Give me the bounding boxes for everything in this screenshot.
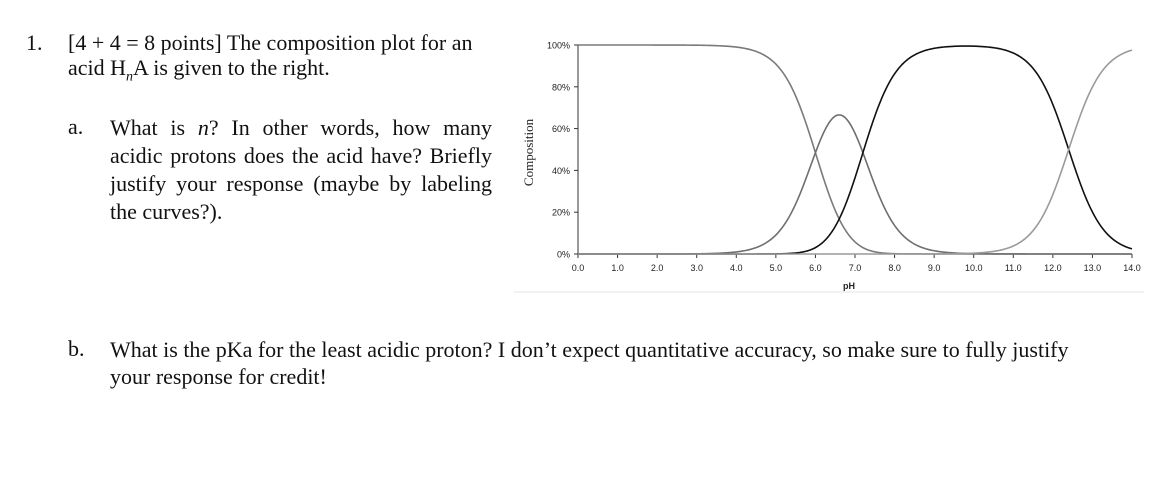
x-tick-label: 13.0	[1084, 263, 1102, 273]
x-tick-label: 3.0	[690, 263, 703, 273]
x-tick-label: 4.0	[730, 263, 743, 273]
x-tick-label: 12.0	[1044, 263, 1062, 273]
x-axis-label: pH	[843, 281, 855, 291]
y-tick-label: 100%	[547, 41, 570, 51]
x-tick-label: 1.0	[611, 263, 624, 273]
part-a-text-post: ? In other words, how many acidic proton…	[110, 115, 492, 224]
y-tick-label: 60%	[552, 124, 570, 134]
x-tick-label: 2.0	[651, 263, 664, 273]
x-tick-label: 8.0	[888, 263, 901, 273]
series-line-2	[578, 114, 1132, 255]
x-tick-label: 9.0	[928, 263, 941, 273]
part-b-letter: b.	[68, 336, 85, 361]
composition-plot: 0% 20% 40% 60% 80% 100% 0.0 1.0 2.0 3.0 4.0 5.0 6.0 7…	[514, 30, 1144, 303]
question-header: [4 + 4 = 8 points] The composition plot …	[68, 30, 500, 89]
x-tick-label: 0.0	[572, 263, 585, 273]
part-b-text: What is the pKa for the least acidic pro…	[110, 337, 1069, 389]
y-axis-label: Composition	[521, 118, 536, 186]
x-tick-label: 10.0	[965, 263, 983, 273]
question-header-post: A is given to the right.	[133, 55, 330, 80]
x-tick-label: 14.0	[1123, 263, 1141, 273]
part-a-text-pre: What is	[110, 115, 198, 140]
x-tick-label: 5.0	[770, 263, 783, 273]
x-tick-label: 7.0	[849, 263, 862, 273]
question-header-pre: [4 + 4 = 8 points] The composition plot …	[68, 30, 473, 80]
part-a-variable: n	[197, 115, 209, 140]
series-line-1	[578, 44, 1132, 255]
series-line-4	[578, 49, 1133, 255]
x-tick-label: 6.0	[809, 263, 822, 273]
part-a-text: What is n? In other words, how many acid…	[110, 114, 492, 226]
question-header-subscript: n	[126, 69, 134, 85]
series-layer	[578, 44, 1133, 255]
part-a-letter: a.	[68, 114, 84, 139]
question-number: 1.	[26, 30, 43, 55]
y-tick-label: 0%	[557, 250, 570, 260]
y-tick-label: 40%	[552, 166, 570, 176]
y-tick-label: 20%	[552, 208, 570, 218]
composition-chart-svg: 0% 20% 40% 60% 80% 100% 0.0 1.0 2.0 3.0 4.0 5.0 6.0 7…	[514, 41, 1144, 293]
x-tick-label: 11.0	[1005, 263, 1022, 273]
y-tick-label: 80%	[552, 82, 570, 92]
series-line-3	[578, 45, 1133, 255]
